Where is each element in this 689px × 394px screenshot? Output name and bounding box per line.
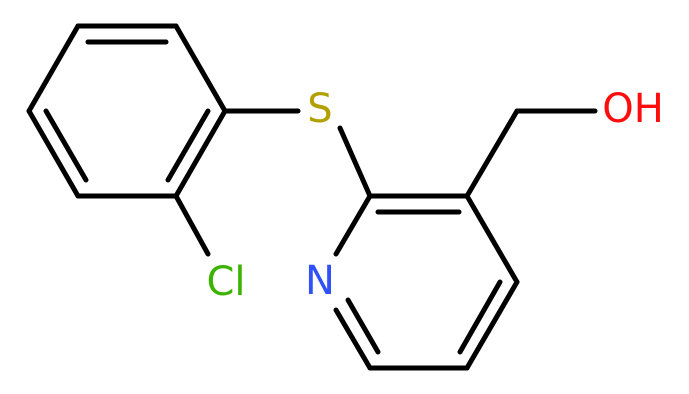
atom-label: Cl [206,259,245,305]
atom-label: S [307,86,332,132]
atom-label: OH [602,86,664,132]
bonds [26,23,598,371]
atom-label: N [305,258,335,304]
